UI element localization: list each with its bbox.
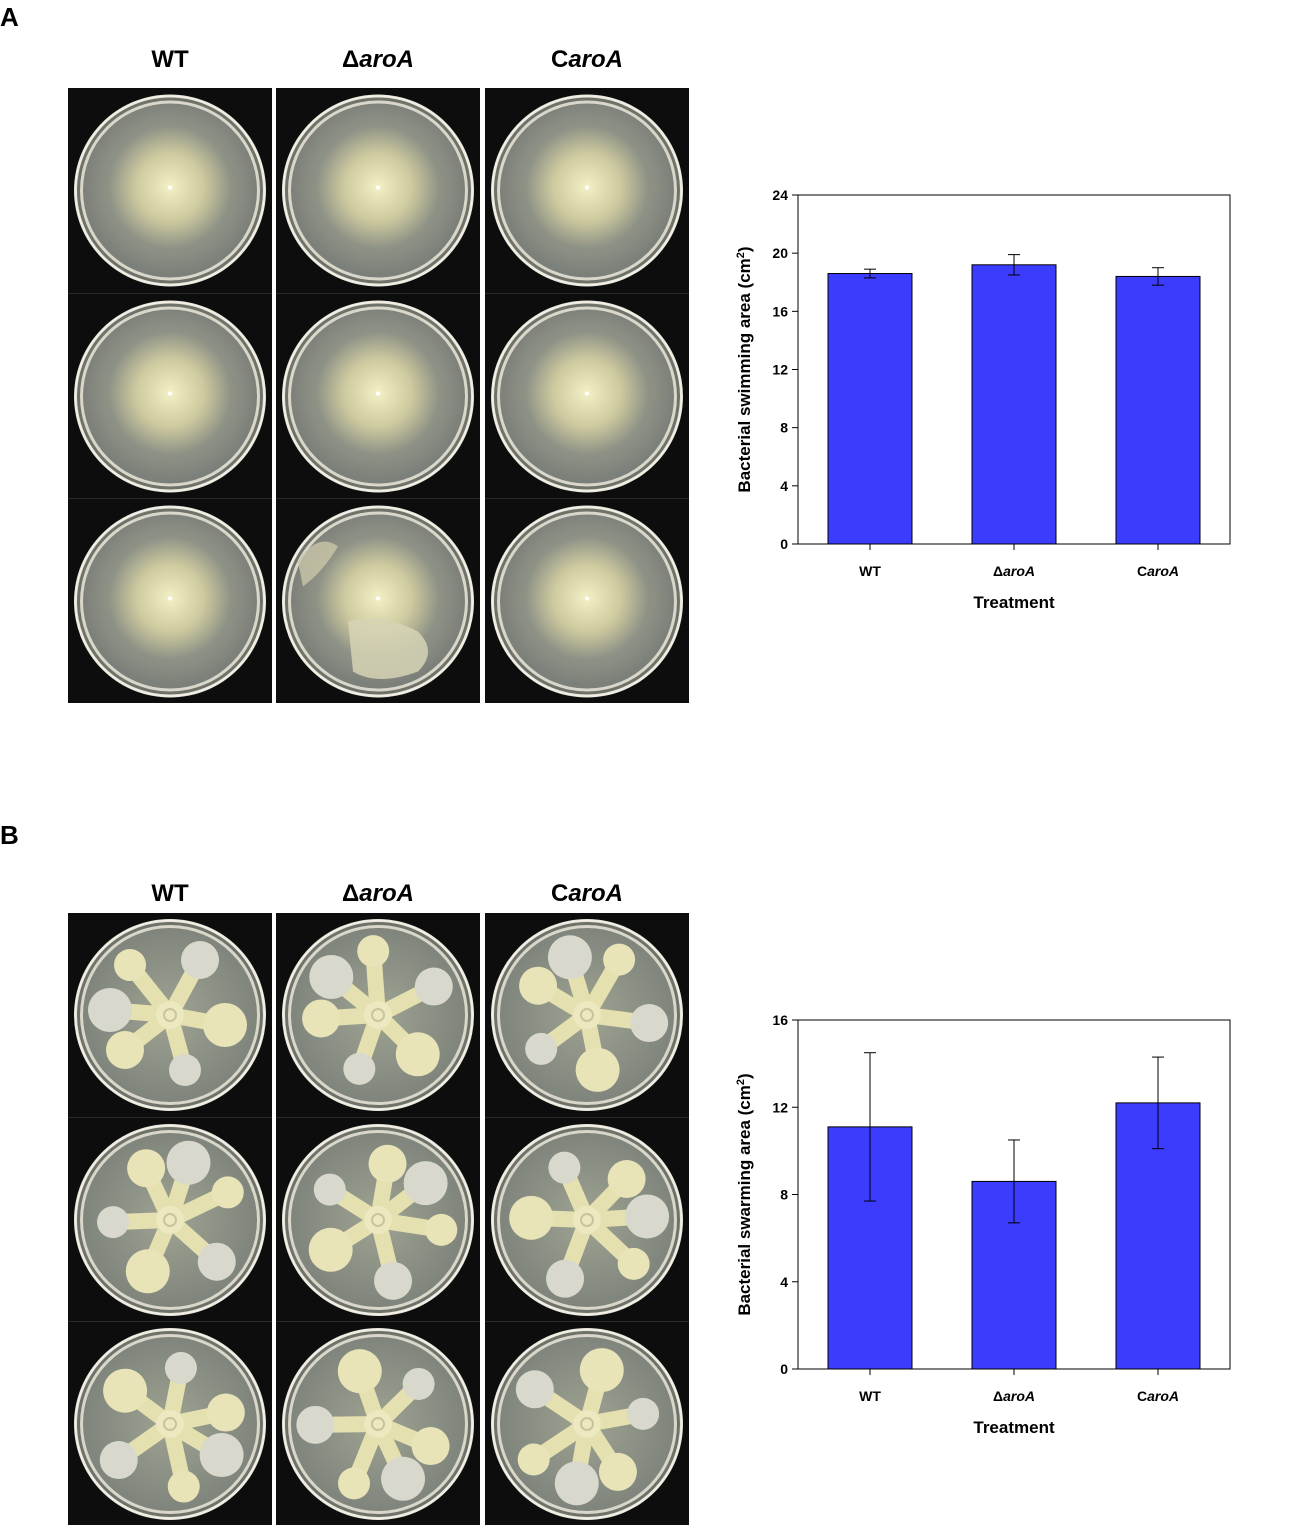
error-bar (1008, 1139, 1020, 1224)
petri-dish-drawing (282, 94, 474, 287)
petri-dish-drawing (282, 505, 474, 698)
column-label-delta-aroa-b: ΔaroA (342, 880, 414, 907)
x-tick-label: ΔaroA (993, 1388, 1035, 1404)
y-tick-label: 16 (772, 303, 788, 319)
petri-dish-photo (68, 498, 272, 704)
petri-dish-drawing (491, 919, 683, 1111)
petri-dish-drawing (74, 505, 266, 698)
column-label-caroa-a: CaroA (550, 46, 624, 73)
panel-letter-b: B (0, 820, 19, 850)
error-bar (1008, 254, 1020, 276)
petri-dish-drawing (74, 94, 266, 287)
plate-column (276, 88, 480, 703)
y-tick-label: 12 (772, 362, 788, 378)
swimming-chart-svg: 0 4 8 12 16 20 24 WT ΔaroA CaroA Treatment Bacteria… (735, 187, 1231, 612)
petri-dish-photo (276, 498, 480, 704)
y-tick-label: 0 (780, 1361, 788, 1377)
y-tick-label: 20 (772, 245, 788, 261)
column-label-wt-b: WT (151, 880, 189, 907)
plate-column (276, 913, 480, 1525)
error-bar (864, 1052, 876, 1202)
petri-dish-photo (485, 1321, 689, 1526)
x-tick-label: ΔaroA (993, 563, 1035, 579)
column-label-wt-a: WT (151, 46, 189, 73)
panel-letter-a: A (0, 2, 19, 32)
x-axis-title: Treatment (973, 593, 1055, 612)
y-tick-label: 0 (780, 536, 788, 552)
x-tick-label: WT (859, 1388, 881, 1404)
plate-column (68, 913, 272, 1525)
x-tick-label: WT (859, 563, 881, 579)
petri-dish-photo (276, 88, 480, 293)
y-tick-label: 8 (780, 1187, 788, 1203)
petri-dish-photo (68, 913, 272, 1117)
swarming-bar-chart: 0 4 8 12 16 WT ΔaroA CaroA Treatment Bacterial sw… (700, 995, 1260, 1455)
petri-dish-photo (485, 293, 689, 499)
y-tick-label: 8 (780, 420, 788, 436)
petri-dish-drawing (282, 1328, 474, 1520)
petri-dish-photo (68, 88, 272, 293)
x-tick-label: CaroA (1137, 1388, 1179, 1404)
petri-dish-photo (68, 293, 272, 499)
petri-dish-drawing (491, 1328, 683, 1520)
plate-column (485, 913, 689, 1525)
petri-dish-photo (276, 1117, 480, 1322)
petri-dish-drawing (491, 300, 683, 493)
swarming-chart-svg: 0 4 8 12 16 WT ΔaroA CaroA Treatment Bacterial sw… (735, 1012, 1231, 1437)
bar (1115, 275, 1201, 545)
petri-dish-drawing (74, 300, 266, 493)
swimming-bar-chart: 0 4 8 12 16 20 24 WT ΔaroA CaroA Treatment Bacteria… (700, 170, 1260, 630)
petri-dish-drawing (491, 94, 683, 287)
plate-column (485, 88, 689, 703)
petri-dish-drawing (282, 300, 474, 493)
petri-dish-drawing (282, 919, 474, 1111)
error-bar (1152, 1056, 1164, 1150)
petri-dish-photo (68, 1117, 272, 1322)
bar (827, 273, 913, 545)
y-tick-label: 16 (772, 1012, 788, 1028)
column-label-caroa-b: CaroA (550, 880, 624, 907)
y-axis-title: Bacterial swimming area (cm2) (735, 246, 754, 492)
plate-column (68, 88, 272, 703)
y-axis-title: Bacterial swarming area (cm2) (735, 1073, 754, 1315)
petri-dish-photo (485, 88, 689, 293)
petri-dish-photo (68, 1321, 272, 1526)
column-label-delta-aroa-a: ΔaroA (342, 46, 414, 73)
x-tick-label: CaroA (1137, 563, 1179, 579)
petri-dish-photo (276, 293, 480, 499)
petri-dish-photo (485, 498, 689, 704)
x-axis-title: Treatment (973, 1418, 1055, 1437)
petri-dish-drawing (74, 919, 266, 1111)
y-tick-label: 4 (780, 478, 788, 494)
petri-dish-drawing (282, 1124, 474, 1316)
petri-dish-photo (485, 1117, 689, 1322)
y-tick-label: 12 (772, 1099, 788, 1115)
y-tick-label: 24 (772, 187, 788, 203)
petri-dish-photo (485, 913, 689, 1117)
petri-dish-drawing (491, 505, 683, 698)
error-bar (864, 268, 876, 279)
petri-dish-drawing (491, 1124, 683, 1316)
petri-dish-drawing (74, 1328, 266, 1520)
y-tick-label: 4 (780, 1274, 788, 1290)
petri-dish-photo (276, 1321, 480, 1526)
petri-dish-photo (276, 913, 480, 1117)
error-bar (1152, 267, 1164, 286)
petri-dish-drawing (74, 1124, 266, 1316)
bar (971, 264, 1057, 545)
